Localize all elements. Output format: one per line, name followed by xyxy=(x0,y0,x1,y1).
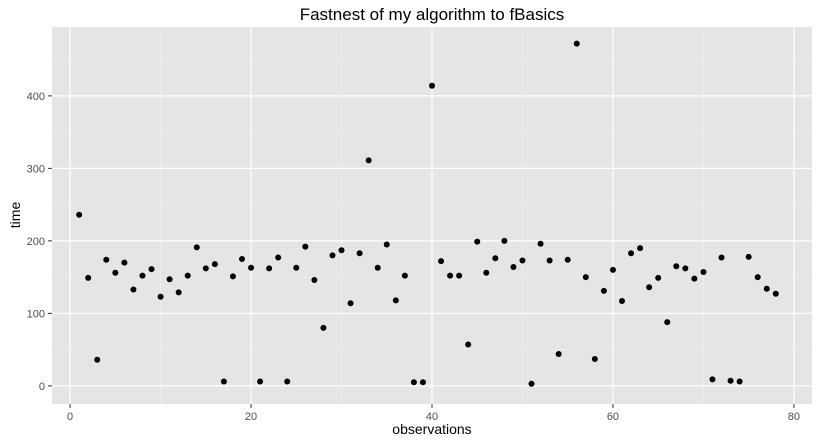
data-point xyxy=(609,266,616,273)
data-point xyxy=(646,284,653,291)
data-point xyxy=(763,285,770,292)
data-point xyxy=(347,300,354,307)
data-point xyxy=(772,290,779,297)
data-point xyxy=(465,341,472,348)
data-point xyxy=(193,244,200,251)
data-point xyxy=(76,211,83,218)
data-point xyxy=(338,247,345,254)
data-point xyxy=(257,378,264,385)
data-point xyxy=(284,378,291,385)
data-point xyxy=(419,379,426,386)
data-point xyxy=(239,256,245,262)
data-point xyxy=(582,274,589,281)
data-point xyxy=(374,264,381,271)
y-tick-label: 100 xyxy=(27,308,45,320)
y-axis-title: time xyxy=(7,202,23,229)
data-point xyxy=(600,287,607,294)
data-point xyxy=(157,293,164,300)
data-point xyxy=(447,272,454,279)
data-point xyxy=(709,376,716,383)
data-point xyxy=(519,257,526,264)
data-point xyxy=(619,298,625,305)
data-point xyxy=(266,265,273,272)
data-point xyxy=(564,256,571,263)
x-axis-ticks: 0 20 40 60 80 xyxy=(67,404,800,423)
x-tick-label: 20 xyxy=(245,411,257,423)
data-point xyxy=(139,272,146,279)
data-point xyxy=(537,240,544,247)
data-point xyxy=(456,272,463,279)
y-tick-label: 200 xyxy=(27,236,45,248)
data-point xyxy=(302,243,309,250)
data-point xyxy=(148,266,155,273)
data-point xyxy=(175,289,182,296)
data-point xyxy=(85,274,92,281)
x-tick-label: 40 xyxy=(426,411,438,423)
data-point xyxy=(184,272,191,279)
y-tick-label: 400 xyxy=(27,91,45,103)
data-point xyxy=(329,252,336,259)
data-point xyxy=(103,256,110,263)
data-point xyxy=(736,378,743,385)
data-point xyxy=(628,250,635,257)
data-point xyxy=(492,255,499,262)
x-tick-label: 80 xyxy=(788,411,800,423)
data-point xyxy=(510,263,517,270)
data-point xyxy=(365,157,372,164)
y-tick-label: 300 xyxy=(27,163,45,175)
data-point xyxy=(429,82,435,89)
data-point xyxy=(474,238,481,245)
data-point xyxy=(356,250,363,257)
data-points xyxy=(76,40,779,387)
data-point xyxy=(275,254,282,261)
data-point xyxy=(528,380,535,387)
data-point xyxy=(166,276,173,283)
data-point xyxy=(555,350,562,357)
data-point xyxy=(392,297,399,304)
data-point xyxy=(401,272,408,279)
data-point xyxy=(220,378,227,385)
data-point xyxy=(664,319,671,326)
data-point xyxy=(691,275,698,282)
y-tick-label: 0 xyxy=(39,381,45,393)
data-point xyxy=(673,263,680,270)
data-point xyxy=(121,259,128,266)
data-point xyxy=(682,265,689,272)
data-point xyxy=(94,356,101,363)
data-point xyxy=(655,274,662,281)
data-point xyxy=(410,379,417,386)
major-gridlines xyxy=(52,27,812,404)
data-point xyxy=(718,254,725,261)
data-point xyxy=(320,324,327,331)
data-point xyxy=(591,356,598,363)
data-point xyxy=(483,269,490,276)
x-axis-title: observations xyxy=(392,421,471,437)
data-point xyxy=(229,273,236,280)
data-point xyxy=(438,258,445,265)
chart-title: Fastnest of my algorithm to fBasics xyxy=(300,5,565,24)
data-point xyxy=(573,40,580,47)
data-point xyxy=(700,269,707,276)
data-point xyxy=(637,245,644,252)
data-point xyxy=(727,377,734,384)
data-point xyxy=(112,269,119,276)
data-point xyxy=(383,241,390,248)
data-point xyxy=(501,237,508,244)
data-point xyxy=(293,264,300,271)
x-tick-label: 60 xyxy=(607,411,619,423)
data-point xyxy=(311,277,318,284)
data-point xyxy=(745,253,752,260)
data-point xyxy=(202,265,209,272)
data-point xyxy=(211,261,218,268)
x-tick-label: 0 xyxy=(67,411,73,423)
data-point xyxy=(130,286,137,293)
y-axis-ticks: 0 100 200 300 400 xyxy=(27,91,52,393)
data-point xyxy=(754,274,761,281)
data-point xyxy=(248,264,255,271)
data-point xyxy=(546,257,553,264)
